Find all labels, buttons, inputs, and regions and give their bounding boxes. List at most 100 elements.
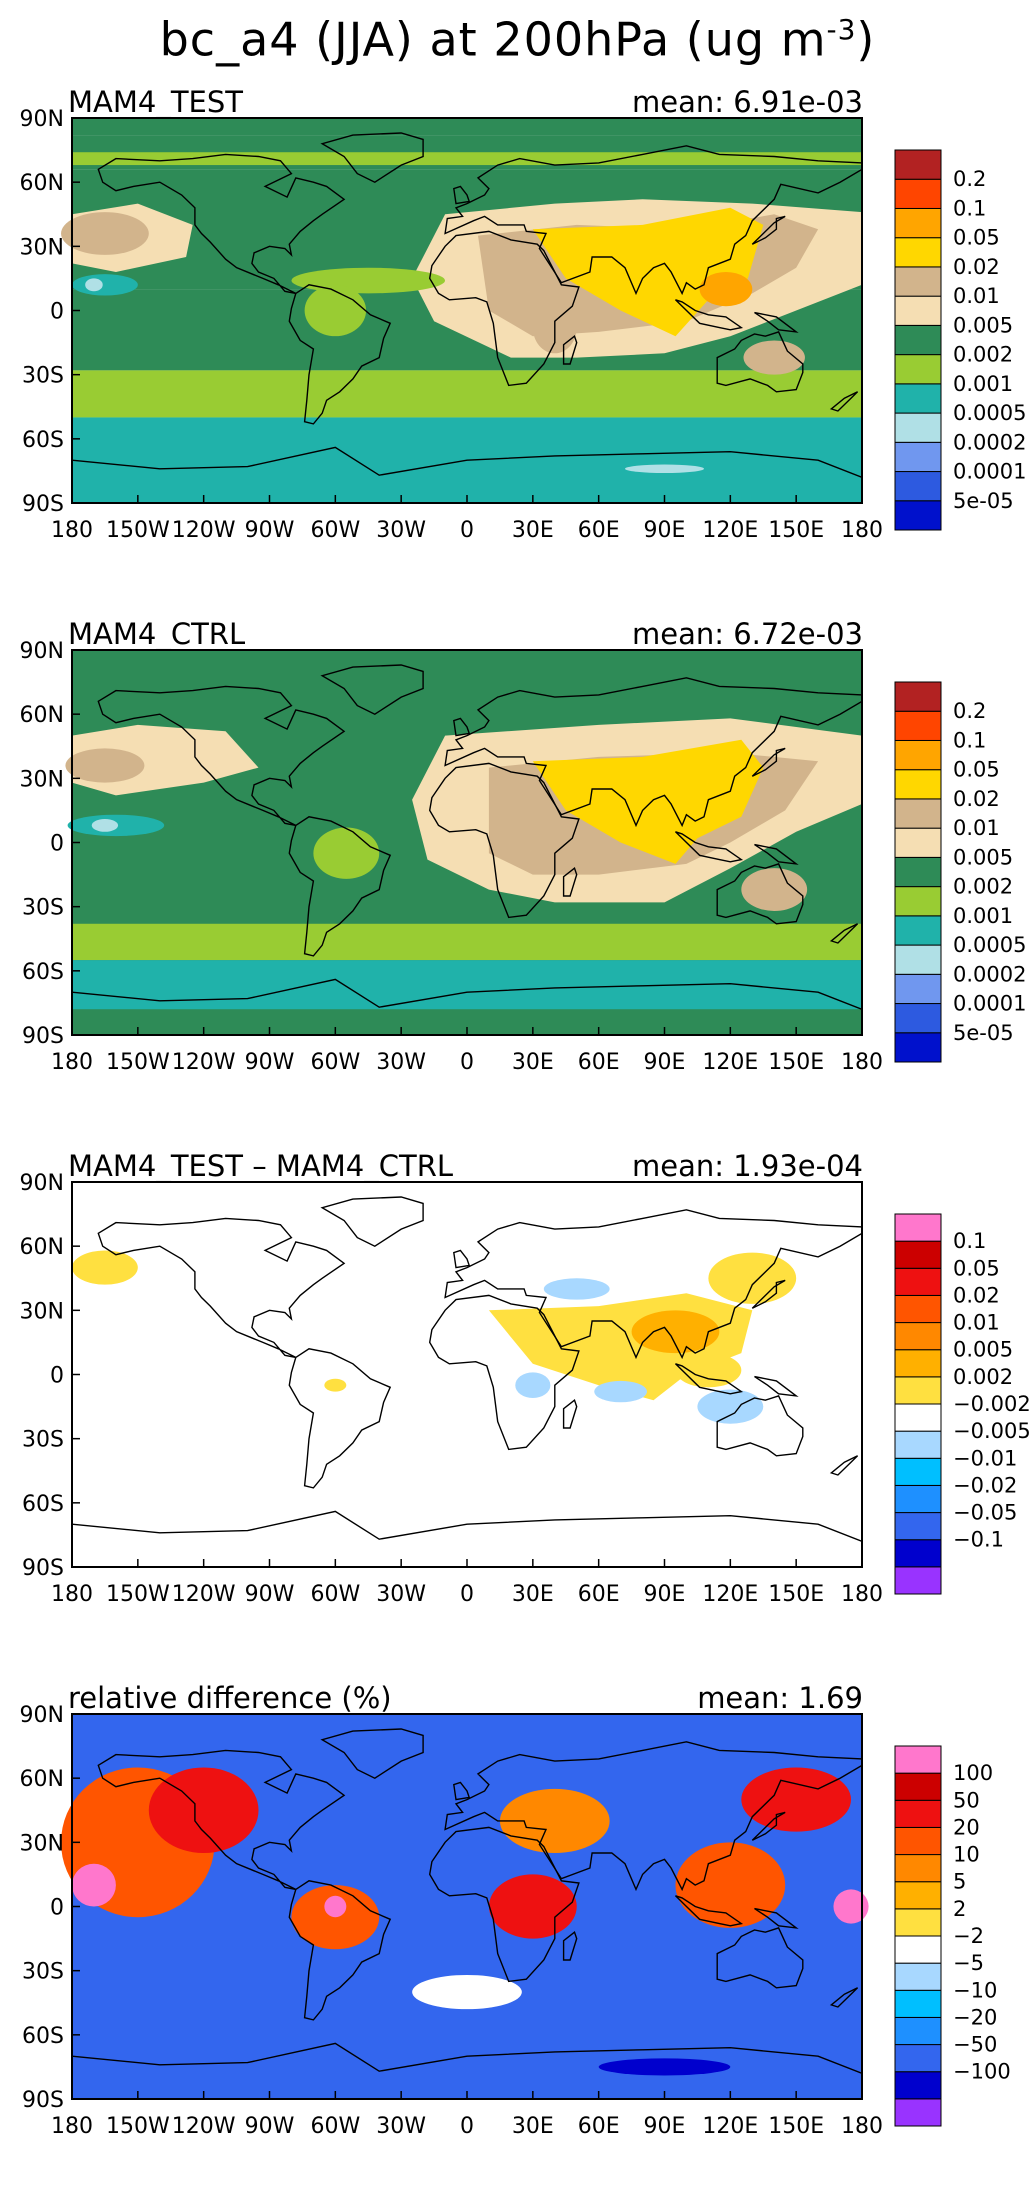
map-chart-svg: 180 150W 120W 90W 60W 30W 0 30E 60E 90E 120E 150E 18… <box>20 639 1027 1075</box>
field-band <box>72 370 862 418</box>
y-tick-label: 30S <box>22 896 64 921</box>
coastlines <box>71 664 863 1036</box>
colorbar-swatch <box>894 827 942 858</box>
field-region <box>72 274 138 296</box>
colorbar-level-label: 0.002 <box>953 1365 1013 1389</box>
panel-title: MAM4_TEST <box>68 85 243 119</box>
y-tick-label: 30S <box>22 1428 64 1453</box>
colorbar-swatch <box>894 2044 942 2073</box>
x-tick-label: 90W <box>245 1050 295 1075</box>
x-tick-label: 60W <box>310 518 360 543</box>
coastline-japan <box>751 747 786 777</box>
colorbar-level-label: −2 <box>953 1924 984 1948</box>
y-tick-label: 30S <box>22 364 64 389</box>
y-tick-label: 90N <box>20 1703 64 1728</box>
field-region <box>72 1250 138 1285</box>
colorbar-level-label: 0.05 <box>953 758 1000 782</box>
x-tick-label: 180 <box>51 2114 93 2139</box>
coastline-indonesia <box>675 1895 744 1927</box>
colorbar-level-label: 0.1 <box>953 196 986 220</box>
coastline-japan <box>751 1811 786 1841</box>
coastline-new-zealand <box>829 923 859 944</box>
x-tick-label: 150E <box>768 1582 824 1607</box>
y-tick-label: 30N <box>20 1831 64 1856</box>
coastline-japan <box>751 215 786 245</box>
colorbar-level-label: 0.001 <box>953 372 1013 396</box>
field-region <box>324 1895 347 1918</box>
y-tick-label: 90N <box>20 107 64 132</box>
colorbar-swatch <box>894 266 942 297</box>
x-tick-label: 150E <box>768 518 824 543</box>
coastline-australia <box>716 331 804 393</box>
colorbar-swatch <box>894 856 942 888</box>
x-tick-label: 30E <box>512 1050 554 1075</box>
colorbar-swatch <box>894 1376 942 1405</box>
colorbar-swatch <box>894 1349 942 1378</box>
y-tick-label: 0 <box>50 1896 64 1921</box>
colorbar-swatch <box>894 354 942 385</box>
colorbar-swatch <box>894 1539 942 1568</box>
field-region <box>598 2058 731 2076</box>
colorbar-level-label: −100 <box>953 2060 1011 2084</box>
colorbar-swatch <box>894 1457 942 1486</box>
figure-title-exponent: -3 <box>826 13 857 46</box>
y-tick-label: 60N <box>20 1767 64 1792</box>
coastline-africa <box>428 762 580 919</box>
colorbar-swatch <box>894 1826 942 1856</box>
field-region <box>833 1889 869 1924</box>
colorbar-swatch <box>894 1294 942 1324</box>
map-field <box>72 1182 862 1567</box>
field-band <box>72 960 862 1010</box>
y-tick-label: 90S <box>22 1556 64 1581</box>
colorbar-swatch <box>894 1484 942 1514</box>
coastline-north-america <box>97 685 346 827</box>
field-region <box>675 1353 742 1388</box>
colorbar-swatch <box>894 2071 942 2100</box>
colorbar-level-label: 0.01 <box>953 1311 1000 1335</box>
field-region <box>291 1885 380 1950</box>
y-tick-label: 0 <box>50 1364 64 1389</box>
colorbar-level-label: −0.002 <box>953 1392 1031 1416</box>
colorbar-level-label: −20 <box>953 2005 997 2029</box>
panel-title: MAM4_CTRL <box>68 617 246 651</box>
colorbar-swatch <box>894 1512 942 1541</box>
x-tick-label: 60E <box>578 1050 620 1075</box>
coastline-new-zealand <box>829 391 859 412</box>
colorbar-swatch <box>894 739 942 771</box>
colorbar-swatch <box>894 295 942 326</box>
figure-title: bc_a4 (JJA) at 200hPa (ug m-3) <box>0 0 1035 69</box>
colorbar-level-label: 0.001 <box>953 904 1013 928</box>
colorbar-swatch <box>894 1240 942 1269</box>
y-tick-label: 60N <box>20 703 64 728</box>
field-arctic <box>72 118 862 136</box>
x-tick-label: 120E <box>702 518 758 543</box>
panel-mean: mean: 1.69 <box>697 1681 863 1715</box>
colorbar-level-label: 0.05 <box>953 226 1000 250</box>
y-tick-label: 60S <box>22 428 64 453</box>
y-tick-label: 60N <box>20 171 64 196</box>
colorbar-swatch <box>894 1854 942 1883</box>
coastline-eurasia <box>444 145 863 296</box>
coastline-uk <box>453 1249 471 1269</box>
coastline-madagascar <box>562 335 578 365</box>
colorbar-swatch <box>894 915 942 946</box>
x-tick-label: 30E <box>512 2114 554 2139</box>
field-region <box>91 818 119 832</box>
panel-relative-difference: relative difference (%) mean: 1.69 180 15… <box>0 1680 1035 2200</box>
colorbar-level-label: 50 <box>953 1788 980 1812</box>
coastline-south-america <box>288 1348 392 1489</box>
x-tick-label: 180 <box>841 2114 883 2139</box>
x-tick-label: 90E <box>644 518 686 543</box>
coastline-south-america <box>288 816 392 957</box>
colorbar-level-label: −0.1 <box>953 1528 1004 1552</box>
colorbar-swatch <box>894 973 942 1005</box>
coastline-north-america <box>97 1217 346 1359</box>
y-tick-label: 30N <box>20 1299 64 1324</box>
colorbar-level-label: 0.0005 <box>953 933 1026 957</box>
coastline-madagascar <box>562 867 578 897</box>
field-region <box>412 1974 522 2010</box>
coastline-australia <box>716 1927 804 1989</box>
coastline-uk <box>453 1781 471 1801</box>
x-tick-label: 120E <box>702 1582 758 1607</box>
colorbar-swatch <box>894 710 942 741</box>
